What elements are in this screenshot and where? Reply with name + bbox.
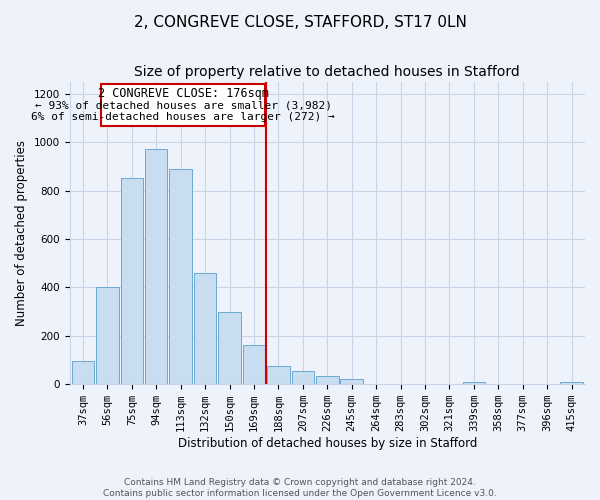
Bar	[243, 346, 265, 384]
Bar	[463, 382, 485, 384]
Bar	[72, 361, 94, 384]
Text: Contains HM Land Registry data © Crown copyright and database right 2024.
Contai: Contains HM Land Registry data © Crown c…	[103, 478, 497, 498]
X-axis label: Distribution of detached houses by size in Stafford: Distribution of detached houses by size …	[178, 437, 477, 450]
Text: 2, CONGREVE CLOSE, STAFFORD, ST17 0LN: 2, CONGREVE CLOSE, STAFFORD, ST17 0LN	[134, 15, 466, 30]
FancyBboxPatch shape	[101, 84, 265, 126]
Bar	[340, 380, 363, 384]
Bar	[218, 312, 241, 384]
Bar	[267, 366, 290, 384]
Title: Size of property relative to detached houses in Stafford: Size of property relative to detached ho…	[134, 65, 520, 79]
Bar	[316, 376, 338, 384]
Text: ← 93% of detached houses are smaller (3,982): ← 93% of detached houses are smaller (3,…	[35, 100, 332, 110]
Bar	[194, 273, 217, 384]
Bar	[96, 288, 119, 384]
Bar	[121, 178, 143, 384]
Bar	[560, 382, 583, 384]
Text: 2 CONGREVE CLOSE: 176sqm: 2 CONGREVE CLOSE: 176sqm	[98, 87, 269, 100]
Bar	[292, 371, 314, 384]
Text: 6% of semi-detached houses are larger (272) →: 6% of semi-detached houses are larger (2…	[31, 112, 335, 122]
Bar	[169, 168, 192, 384]
Y-axis label: Number of detached properties: Number of detached properties	[15, 140, 28, 326]
Bar	[145, 150, 167, 384]
